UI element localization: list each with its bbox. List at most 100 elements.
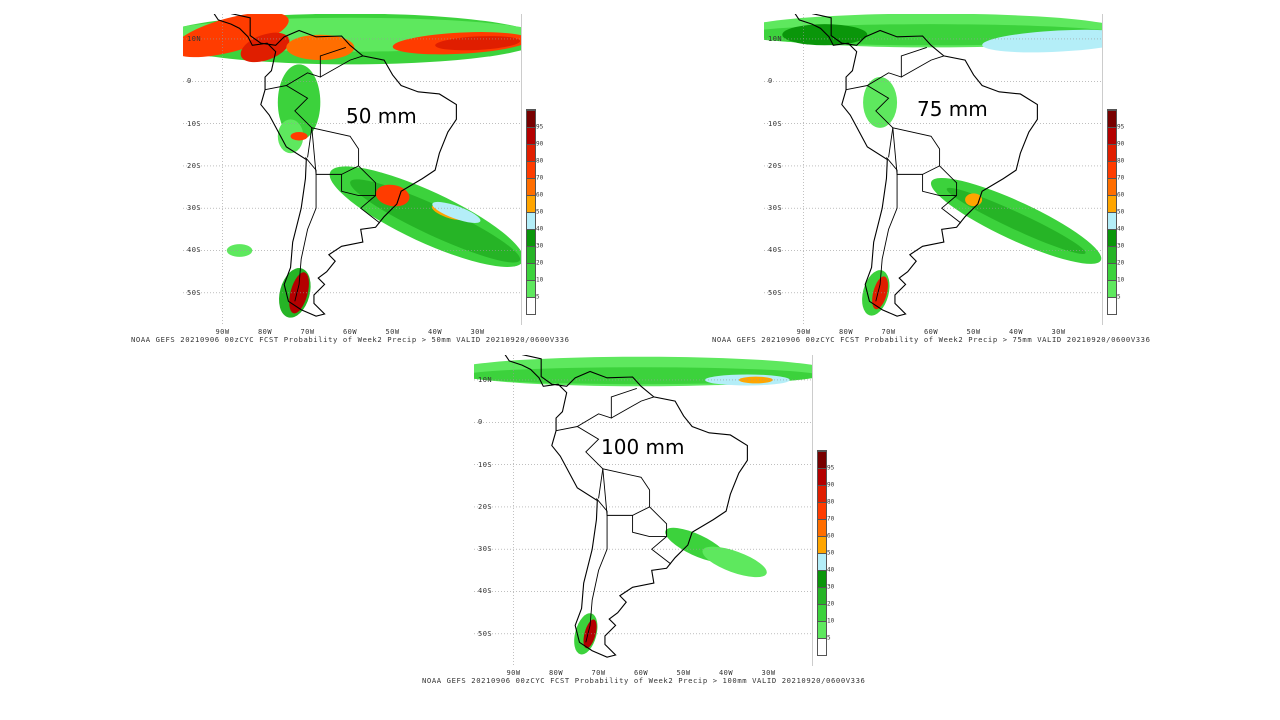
colorbar-label: 5 <box>536 293 540 301</box>
colorbar-label: 80 <box>1117 157 1125 165</box>
colorbar-label: 30 <box>536 242 544 250</box>
colorbar-segment <box>1108 212 1116 229</box>
colorbar-label: 60 <box>536 191 544 199</box>
precip-probability-area <box>226 244 253 257</box>
colorbar-segment <box>527 195 535 212</box>
precip-probability-area <box>289 272 309 314</box>
precip-probability-area <box>702 546 767 578</box>
map-caption: NOAA GEFS 20210906 00zCYC FCST Probabili… <box>712 335 1151 344</box>
country-border <box>586 498 607 642</box>
colorbar-label: 10 <box>536 276 544 284</box>
longitude-label: 60W <box>923 328 939 336</box>
longitude-label: 30W <box>470 328 485 336</box>
map-canvas <box>764 14 1102 325</box>
country-border <box>342 166 376 196</box>
longitude-label: 40W <box>427 328 443 336</box>
colorbar-segment <box>527 178 535 195</box>
country-border <box>556 427 603 469</box>
latitude-label: 10N <box>768 34 783 43</box>
country-border <box>889 128 961 223</box>
colorbar-label: 50 <box>1117 208 1125 216</box>
colorbar-segment <box>527 280 535 297</box>
latitude-label: 20S <box>478 502 493 511</box>
colorbar-segment <box>1108 161 1116 178</box>
country-border <box>599 469 671 564</box>
longitude-label: 40W <box>718 669 734 677</box>
country-border <box>603 469 633 516</box>
colorbar-segment <box>527 212 535 229</box>
latitude-label: 0 <box>478 418 483 427</box>
latitude-label: 50S <box>187 288 202 297</box>
longitude-label: 80W <box>257 328 273 336</box>
threshold-title: 50 mm <box>346 104 417 128</box>
precip-probability-area <box>375 184 410 207</box>
longitude-label: 60W <box>633 669 649 677</box>
map-caption: NOAA GEFS 20210906 00zCYC FCST Probabili… <box>131 335 570 344</box>
colorbar-segment <box>527 127 535 144</box>
colorbar-segment <box>818 553 826 570</box>
country-border <box>867 47 927 85</box>
map-caption: NOAA GEFS 20210906 00zCYC FCST Probabili… <box>422 676 866 685</box>
latitude-label: 20S <box>187 161 202 170</box>
colorbar-segment <box>818 638 826 655</box>
precip-probability-area <box>286 34 355 61</box>
colorbar-segment <box>527 229 535 246</box>
precip-probability-area <box>583 619 597 649</box>
latitude-label: 10S <box>478 460 493 469</box>
colorbar-label: 20 <box>1117 259 1125 267</box>
longitude-label: 50W <box>966 328 981 336</box>
country-border <box>923 166 957 196</box>
colorbar-segment <box>1108 229 1116 246</box>
longitude-label: 50W <box>676 669 691 677</box>
colorbar-segment <box>527 110 535 127</box>
longitude-label: 90W <box>506 669 521 677</box>
longitude-label: 90W <box>796 328 811 336</box>
threshold-title: 75 mm <box>917 97 988 121</box>
coastline <box>214 14 456 316</box>
probability-map-panel: 10N 0 10S 20S 30S 40S 50S 90W 80W 70W 60W 50W 40W 30W… <box>712 14 1150 344</box>
colorbar-label: 10 <box>1117 276 1125 284</box>
country-border <box>901 56 944 77</box>
colorbar <box>1107 109 1117 315</box>
latitude-label: 40S <box>187 246 202 255</box>
precip-probability-area <box>432 201 481 223</box>
colorbar-label: 50 <box>536 208 544 216</box>
precip-probability-area <box>350 179 521 263</box>
precip-probability-area <box>738 376 773 384</box>
colorbar-segment <box>818 621 826 638</box>
colorbar-label: 95 <box>536 123 544 131</box>
coastline <box>505 355 747 657</box>
coastline <box>795 14 1037 316</box>
colorbar-segment <box>818 468 826 485</box>
country-border <box>320 56 363 77</box>
colorbar-segment <box>1108 280 1116 297</box>
colorbar-segment <box>1108 127 1116 144</box>
colorbar-label: 5 <box>827 634 831 642</box>
longitude-label: 90W <box>215 328 230 336</box>
colorbar-label: 5 <box>1117 293 1121 301</box>
probability-map-panel: 10N 0 10S 20S 30S 40S 50S 90W 80W 70W 60W 50W 40W 30W… <box>422 355 865 685</box>
colorbar-label: 30 <box>827 583 835 591</box>
latitude-label: 40S <box>478 587 493 596</box>
latitude-label: 20S <box>768 161 783 170</box>
colorbar-segment <box>818 485 826 502</box>
latitude-label: 0 <box>768 77 773 86</box>
longitude-label: 40W <box>1008 328 1024 336</box>
latitude-label: 30S <box>187 204 202 213</box>
colorbar-segment <box>1108 110 1116 127</box>
probability-map-panel: 10N 0 10S 20S 30S 40S 50S 90W 80W 70W 60W 50W 40W 30W… <box>131 14 569 344</box>
precip-probability-area <box>435 36 521 51</box>
colorbar-segment <box>818 587 826 604</box>
colorbar-label: 20 <box>536 259 544 267</box>
country-border <box>633 507 667 537</box>
colorbar-label: 50 <box>827 549 835 557</box>
precip-probability-area <box>782 24 868 46</box>
colorbar-segment <box>527 297 535 314</box>
threshold-title: 100 mm <box>601 435 685 459</box>
country-border <box>846 86 893 128</box>
colorbar-label: 40 <box>827 566 835 574</box>
latitude-label: 50S <box>768 288 783 297</box>
colorbar-label: 90 <box>1117 140 1125 148</box>
precip-probability-area <box>946 187 1086 254</box>
longitude-label: 30W <box>1051 328 1066 336</box>
